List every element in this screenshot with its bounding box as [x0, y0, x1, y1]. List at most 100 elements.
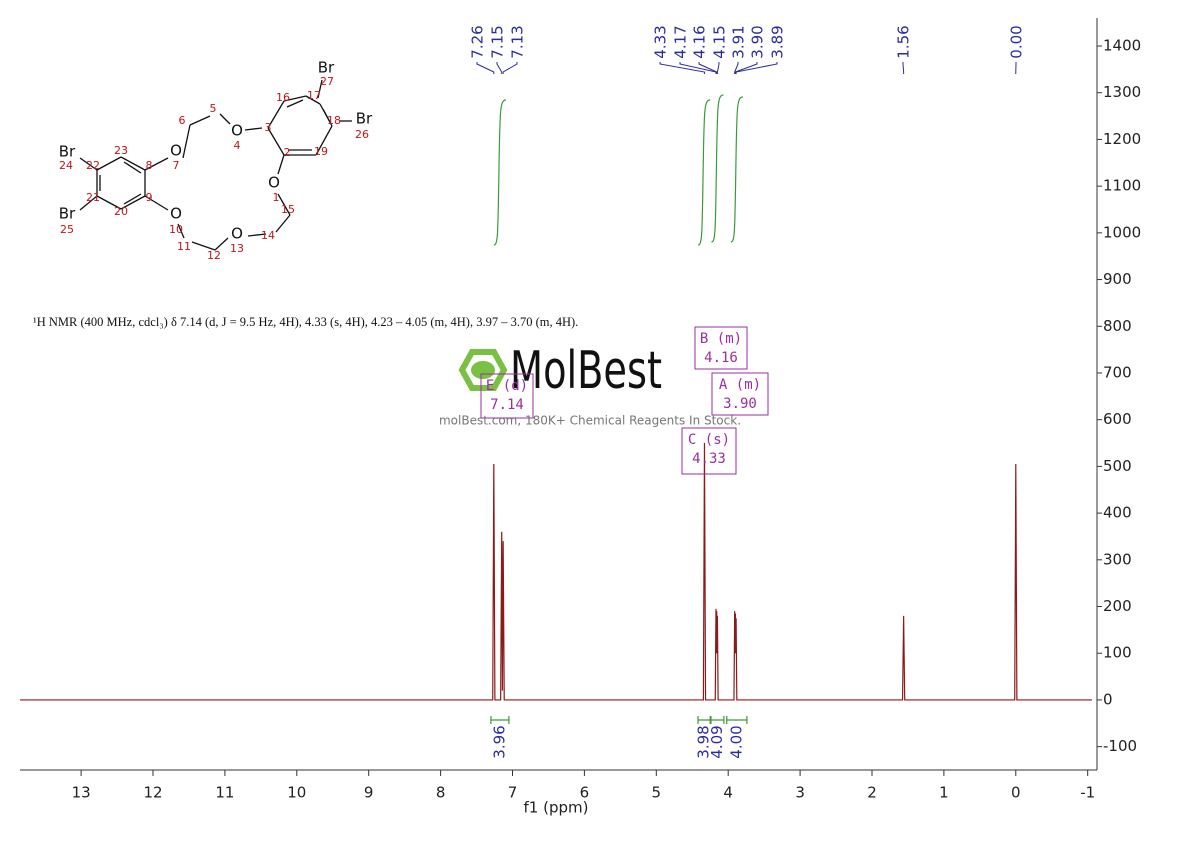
- bond: [123, 193, 142, 205]
- y-tick-label: 1100: [1103, 177, 1141, 195]
- watermark-logo: [458, 349, 508, 391]
- atom-number: 11: [177, 240, 191, 253]
- multiplet-name: A (m): [719, 377, 761, 393]
- atom-number: 16: [276, 91, 290, 104]
- bond: [277, 154, 285, 175]
- integral-bracket: [726, 716, 748, 724]
- x-tick-label: 8: [436, 784, 446, 802]
- atom-label: Br: [59, 143, 76, 161]
- molecule-structure: [79, 79, 352, 251]
- y-tick-label: 400: [1103, 504, 1132, 522]
- atom-number: 18: [327, 114, 341, 127]
- y-tick-label: 500: [1103, 457, 1132, 475]
- multiplet-value: 4.16: [704, 350, 738, 366]
- peak-connector: [496, 62, 503, 74]
- y-tick-label: 1200: [1103, 130, 1141, 148]
- integral-bracket: [490, 716, 510, 724]
- atom-number: 26: [355, 128, 369, 141]
- multiplet-value: 4.33: [692, 451, 726, 467]
- y-tick-label: 1000: [1103, 223, 1141, 241]
- bond: [191, 241, 216, 251]
- nmr-description: ¹H NMR (400 MHz, cdcl₃) δ 7.14 (d, J = 9…: [33, 315, 579, 329]
- peak-connector: [679, 62, 717, 74]
- peak-connector: [734, 62, 739, 74]
- x-tick-label: 11: [215, 784, 234, 802]
- atom-number: 6: [179, 114, 186, 127]
- multiplet-box: [480, 373, 534, 419]
- bond: [189, 115, 211, 126]
- bond: [219, 113, 231, 125]
- bond: [247, 233, 267, 237]
- peak-label: 7.13: [509, 25, 527, 58]
- bond: [120, 156, 146, 171]
- y-tick-label: 1300: [1103, 83, 1141, 101]
- x-tick-label: 13: [72, 784, 91, 802]
- atom-number: 12: [207, 249, 221, 262]
- y-tick-label: 1400: [1103, 37, 1141, 55]
- atom-number: 14: [261, 229, 275, 242]
- peak-connector: [902, 62, 905, 74]
- bond: [315, 125, 333, 156]
- peak-label: 7.15: [489, 25, 507, 58]
- multiplet-box: [711, 372, 769, 416]
- peak-connector: [502, 62, 518, 74]
- atom-label: O: [231, 225, 243, 243]
- atom-number: 25: [60, 223, 74, 236]
- multiplet-value: 7.14: [490, 397, 524, 413]
- integral-curve: [730, 96, 743, 243]
- atom-number: 1: [273, 191, 280, 204]
- integral-label: 3.98: [695, 725, 713, 758]
- bond: [79, 157, 98, 171]
- atom-number: 3: [265, 121, 272, 134]
- atom-label: O: [268, 174, 280, 192]
- atom-number: 10: [169, 223, 183, 236]
- y-tick-label: 900: [1103, 270, 1132, 288]
- atom-label: O: [170, 205, 182, 223]
- peak-label: 1.56: [895, 25, 913, 58]
- multiplet-box: [694, 326, 748, 370]
- atom-number: 19: [314, 145, 328, 158]
- bond: [317, 79, 323, 99]
- atom-number: 20: [114, 205, 128, 218]
- y-tick-label: -100: [1103, 737, 1137, 755]
- atom-number: 13: [230, 242, 244, 255]
- bond: [96, 195, 122, 210]
- atom-label: Br: [356, 110, 373, 128]
- x-tick-label: 12: [143, 784, 162, 802]
- atom-number: 27: [320, 75, 334, 88]
- bond: [123, 161, 142, 174]
- peak-label: 4.33: [652, 25, 670, 58]
- atom-number: 2: [284, 146, 291, 159]
- bond: [182, 124, 191, 159]
- peak-connector: [476, 62, 495, 74]
- atom-number: 23: [114, 144, 128, 157]
- atom-label: Br: [318, 59, 335, 77]
- bond: [214, 237, 229, 251]
- multiplet-name: C (s): [688, 432, 730, 448]
- x-tick-label: -1: [1080, 784, 1095, 802]
- bond: [96, 156, 122, 171]
- y-tick-label: 700: [1103, 363, 1132, 381]
- atom-number: 24: [59, 159, 73, 172]
- multiplet-name: E (d): [486, 378, 528, 394]
- bond: [267, 127, 285, 156]
- multiplet-name: B (m): [700, 331, 742, 347]
- bond: [305, 95, 321, 105]
- bond: [275, 214, 291, 233]
- bond: [244, 127, 263, 131]
- peak-label: 7.26: [469, 25, 487, 58]
- x-tick-label: 4: [723, 784, 733, 802]
- bond: [144, 195, 169, 211]
- x-tick-label: 7: [508, 784, 518, 802]
- integral-curve: [711, 94, 724, 243]
- x-tick-label: 6: [580, 784, 590, 802]
- y-tick-label: 0: [1103, 690, 1113, 708]
- multiplet-box: [681, 427, 737, 475]
- x-tick-label: 3: [795, 784, 805, 802]
- integral-curve: [697, 99, 711, 246]
- x-tick-label: 5: [652, 784, 662, 802]
- bond: [177, 223, 185, 239]
- peak-connector: [698, 62, 718, 74]
- atom-label: Br: [59, 205, 76, 223]
